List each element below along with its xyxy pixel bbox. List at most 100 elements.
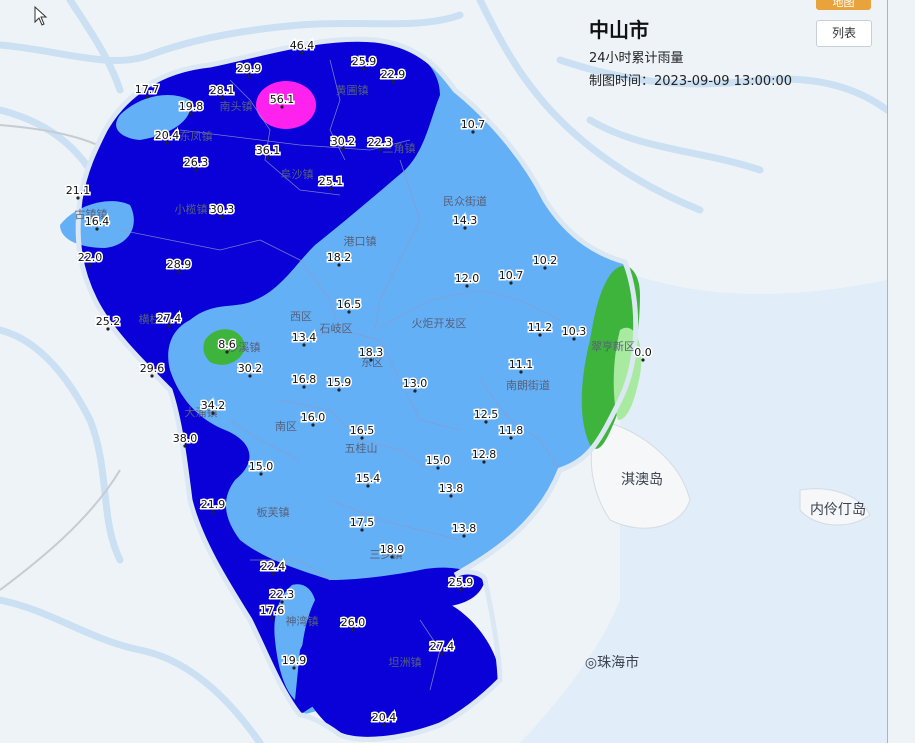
rain-station[interactable]: 19.9 — [280, 653, 308, 670]
rain-station[interactable]: 22.4 — [259, 559, 287, 576]
rain-station[interactable]: 12.5 — [472, 407, 500, 424]
station-value: 17.7 — [135, 83, 160, 96]
rain-station[interactable]: 27.4 — [155, 311, 183, 328]
rain-station[interactable]: 30.2 — [329, 134, 357, 151]
rain-station[interactable]: 27.4 — [428, 639, 456, 656]
station-value: 25.2 — [96, 315, 121, 328]
rain-station[interactable]: 10.2 — [531, 253, 559, 270]
station-value: 22.0 — [78, 251, 103, 264]
rain-station[interactable]: 13.4 — [290, 330, 318, 347]
rain-station[interactable]: 11.2 — [526, 320, 554, 337]
rain-station[interactable]: 28.9 — [165, 257, 193, 274]
station-value: 12.0 — [455, 272, 480, 285]
rain-station[interactable]: 20.4 — [370, 710, 398, 727]
place-label: 港口镇 — [344, 234, 377, 248]
station-dot — [150, 374, 154, 378]
station-value: 13.8 — [439, 482, 464, 495]
rain-station[interactable]: 30.3 — [208, 202, 236, 219]
station-dot — [413, 389, 417, 393]
station-value: 20.4 — [155, 129, 180, 142]
island-label: ◎珠海市 — [585, 654, 639, 671]
rain-station[interactable]: 56.1 — [268, 92, 296, 109]
rain-station[interactable]: 14.3 — [451, 213, 479, 230]
rain-station[interactable]: 15.0 — [424, 453, 452, 470]
rain-station[interactable]: 20.4 — [153, 128, 181, 145]
rain-station[interactable]: 15.4 — [354, 471, 382, 488]
rain-station[interactable]: 15.0 — [247, 459, 275, 476]
rain-station[interactable]: 29.9 — [235, 61, 263, 78]
rain-station[interactable]: 29.6 — [138, 361, 166, 378]
station-dot — [220, 215, 224, 219]
rain-station[interactable]: 19.8 — [177, 99, 205, 116]
rain-station[interactable]: 30.2 — [236, 361, 264, 378]
rain-station[interactable]: 10.7 — [459, 117, 487, 134]
rain-station[interactable]: 25.1 — [317, 174, 345, 191]
rain-station[interactable]: 15.9 — [325, 375, 353, 392]
rain-station[interactable]: 46.4 — [288, 38, 316, 55]
rain-station[interactable]: 22.0 — [76, 250, 104, 267]
rain-station[interactable]: 38.0 — [171, 431, 199, 448]
rain-station[interactable]: 8.6 — [217, 337, 237, 354]
station-value: 8.6 — [218, 338, 236, 351]
rain-station[interactable]: 25.9 — [350, 54, 378, 71]
rain-station[interactable]: 22.3 — [366, 135, 394, 152]
rain-station[interactable]: 16.4 — [83, 214, 111, 231]
rain-station[interactable]: 18.9 — [378, 542, 406, 559]
rain-station[interactable]: 17.6 — [258, 603, 286, 620]
station-dot — [337, 263, 341, 267]
rain-station[interactable]: 17.5 — [348, 515, 376, 532]
station-dot — [462, 534, 466, 538]
rain-station[interactable]: 13.0 — [401, 376, 429, 393]
rain-station[interactable]: 13.8 — [437, 481, 465, 498]
station-dot — [329, 187, 333, 191]
station-dot — [436, 466, 440, 470]
rain-station[interactable]: 13.8 — [450, 521, 478, 538]
rain-station[interactable]: 26.3 — [182, 155, 210, 172]
rain-station[interactable]: 16.5 — [335, 297, 363, 314]
island-label: 淇澳岛 — [621, 472, 663, 488]
rain-station[interactable]: 25.9 — [447, 575, 475, 592]
rain-station[interactable]: 11.1 — [507, 357, 535, 374]
station-value: 27.4 — [157, 312, 182, 325]
rain-station[interactable]: 16.5 — [348, 423, 376, 440]
station-dot — [347, 310, 351, 314]
station-value: 15.0 — [426, 454, 451, 467]
station-dot — [311, 423, 315, 427]
rain-station[interactable]: 34.2 — [199, 398, 227, 415]
station-value: 13.4 — [292, 331, 317, 344]
rain-station[interactable]: 10.7 — [497, 268, 525, 285]
rain-station[interactable]: 36.1 — [254, 143, 282, 160]
mouse-cursor-icon — [34, 6, 48, 26]
rain-station[interactable]: 12.0 — [453, 271, 481, 288]
station-dot — [183, 444, 187, 448]
station-value: 26.3 — [184, 156, 209, 169]
rain-station[interactable]: 11.8 — [497, 423, 525, 440]
station-dot — [519, 370, 523, 374]
rain-station[interactable]: 28.1 — [208, 83, 236, 100]
rain-station[interactable]: 18.3 — [357, 345, 385, 362]
rain-station[interactable]: 26.0 — [339, 615, 367, 632]
station-dot — [369, 358, 373, 362]
place-label: 阜沙镇 — [281, 167, 314, 181]
rain-station[interactable]: 0.0 — [633, 345, 653, 362]
station-value: 28.9 — [167, 258, 192, 271]
rain-station[interactable]: 25.2 — [94, 314, 122, 331]
rain-station[interactable]: 18.2 — [325, 250, 353, 267]
list-view-button[interactable]: 列表 — [816, 20, 872, 47]
station-value: 22.3 — [368, 136, 393, 149]
rain-station[interactable]: 22.9 — [379, 67, 407, 84]
rain-station[interactable]: 21.9 — [199, 497, 227, 514]
rain-station[interactable]: 16.8 — [290, 372, 318, 389]
map-view-button[interactable]: 地图 — [816, 0, 871, 10]
station-dot — [247, 74, 251, 78]
rain-station[interactable]: 10.3 — [560, 324, 588, 341]
station-dot — [459, 588, 463, 592]
rain-station[interactable]: 16.0 — [299, 410, 327, 427]
station-value: 22.9 — [381, 68, 406, 81]
panel-divider — [887, 0, 888, 743]
rain-station[interactable]: 21.1 — [64, 183, 92, 200]
rain-station[interactable]: 17.7 — [133, 82, 161, 99]
rain-station[interactable]: 12.8 — [470, 447, 498, 464]
rain-station[interactable]: 22.3 — [268, 587, 296, 604]
